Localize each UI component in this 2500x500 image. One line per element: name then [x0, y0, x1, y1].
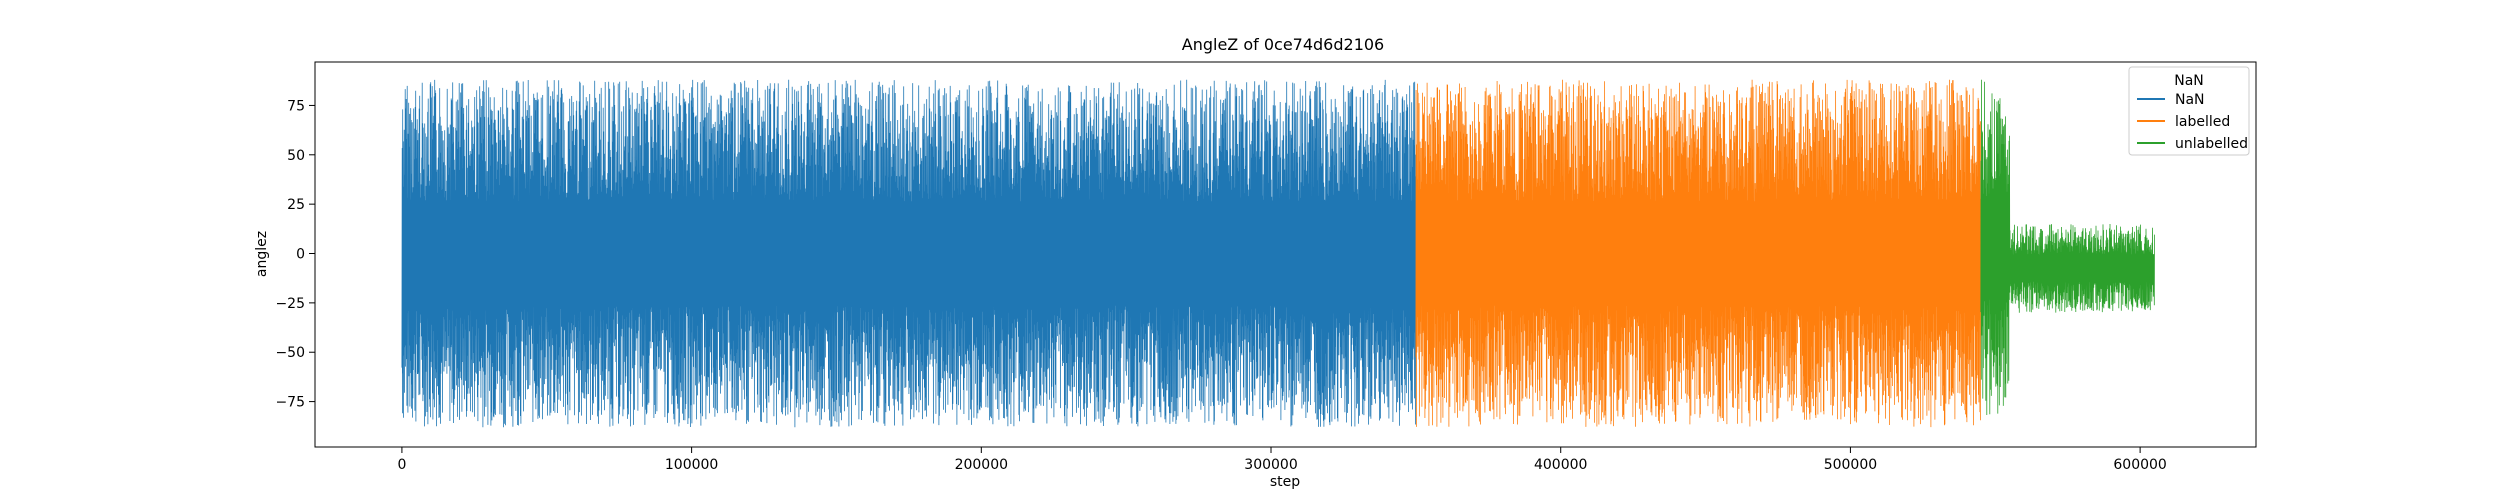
x-axis-label: step: [1270, 474, 1300, 490]
y-tick-label: 0: [296, 247, 305, 263]
plot-frame: [314, 61, 2257, 448]
y-tick-label: 75: [287, 98, 305, 114]
x-tick-label: 600000: [2113, 457, 2166, 473]
x-tick-label: 400000: [1534, 457, 1587, 473]
x-tick-label: 0: [397, 457, 406, 473]
y-tick-label: −25: [275, 296, 305, 312]
y-tick-label: −75: [275, 395, 305, 411]
series-layer: [401, 79, 2155, 428]
x-axis: 0 100000 200000 300000 400000 500000 600000: [397, 447, 2167, 473]
y-tick-label: 50: [287, 148, 305, 164]
y-tick-label: −50: [275, 345, 305, 361]
x-tick-label: 300000: [1244, 457, 1297, 473]
legend-entries: NaN labelled unlabelled: [2137, 92, 2248, 152]
legend-label: labelled: [2175, 114, 2230, 130]
legend-box: [2128, 66, 2250, 156]
x-tick-label: 100000: [665, 457, 718, 473]
legend: NaN NaN labelled unlabelled: [2128, 66, 2250, 156]
legend-title: NaN: [2174, 73, 2204, 89]
series-line-unlabelled: [1980, 79, 2155, 416]
y-axis: −75 −50 −25 0 25 50 75: [275, 98, 315, 411]
legend-label: unlabelled: [2175, 136, 2248, 152]
x-tick-label: 200000: [955, 457, 1008, 473]
legend-label: NaN: [2175, 92, 2205, 108]
y-tick-label: 25: [287, 197, 305, 213]
y-axis-label: anglez: [254, 231, 270, 277]
series-line-labelled: [1415, 79, 1981, 428]
series-line-nan: [401, 79, 1417, 428]
chart-title: AngleZ of 0ce74d6d2106: [1182, 35, 1384, 54]
x-tick-label: 500000: [1824, 457, 1877, 473]
